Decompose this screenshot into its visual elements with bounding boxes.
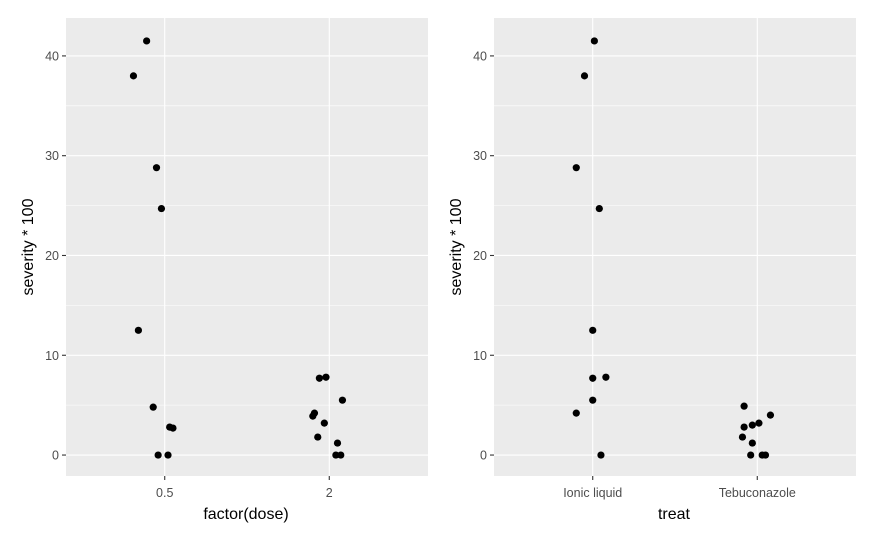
right-data-point [597,451,605,459]
right-data-point [572,164,580,172]
left-y-tick-label: 30 [45,149,59,163]
right-data-point [589,396,597,404]
right-y-axis-title: severity * 100 [448,198,465,295]
left-data-point [309,412,317,420]
left-data-point [332,451,340,459]
left-data-point [154,451,162,459]
right-data-point [738,433,747,441]
right-data-point [602,373,610,381]
left-x-axis-title: factor(dose) [203,506,288,523]
right-x-tick-label: Tebuconazole [719,486,796,500]
left-plot-panel: 0 10 20 30 40 0.5 2 severity * 100 factor(dose… [20,18,428,523]
right-data-point [755,419,763,427]
right-x-axis-title: treat [658,506,691,523]
right-data-point [740,402,748,410]
right-y-tick-label: 20 [473,249,487,263]
left-data-point [149,403,157,411]
left-data-point [337,451,345,459]
left-data-point [320,419,328,427]
right-data-point [761,451,770,459]
right-data-point [595,204,603,213]
right-data-point [748,439,756,447]
left-y-axis-title: severity * 100 [20,198,37,295]
left-panel-background [66,18,428,476]
right-data-point [747,451,755,459]
left-data-point [333,439,342,447]
left-data-point [164,451,172,459]
left-data-point [143,37,151,45]
right-data-point [766,411,775,419]
right-y-tick-label: 30 [473,149,487,163]
left-data-point [315,374,323,382]
right-data-point [580,72,589,80]
left-data-point [338,396,347,404]
right-plot-panel: 0 10 20 30 40 Ionic liquid Tebuconazole severi… [448,18,856,523]
left-x-tick-label: 0.5 [156,486,173,500]
right-y-tick-label: 40 [473,49,487,63]
right-data-point [740,423,748,431]
left-data-point [314,433,322,441]
left-data-point [169,424,177,432]
right-y-tick-label: 10 [473,349,487,363]
left-y-tick-label: 0 [52,449,59,463]
right-y-tick-label: 0 [480,449,487,463]
right-data-point [589,374,597,382]
left-y-tick-label: 40 [45,49,59,63]
right-panel-background [494,18,856,476]
left-y-tick-label: 20 [45,249,59,263]
right-data-point [748,421,756,429]
left-data-point [152,164,161,172]
left-data-point [157,204,166,213]
left-data-point [134,326,142,334]
left-y-tick-label: 10 [45,349,59,363]
left-data-point [129,72,138,80]
right-x-tick-label: Ionic liquid [563,486,622,500]
right-data-point [572,409,580,417]
left-data-point [322,373,330,381]
left-x-tick-label: 2 [326,486,333,500]
right-data-point [590,37,598,45]
right-data-point [589,326,597,334]
